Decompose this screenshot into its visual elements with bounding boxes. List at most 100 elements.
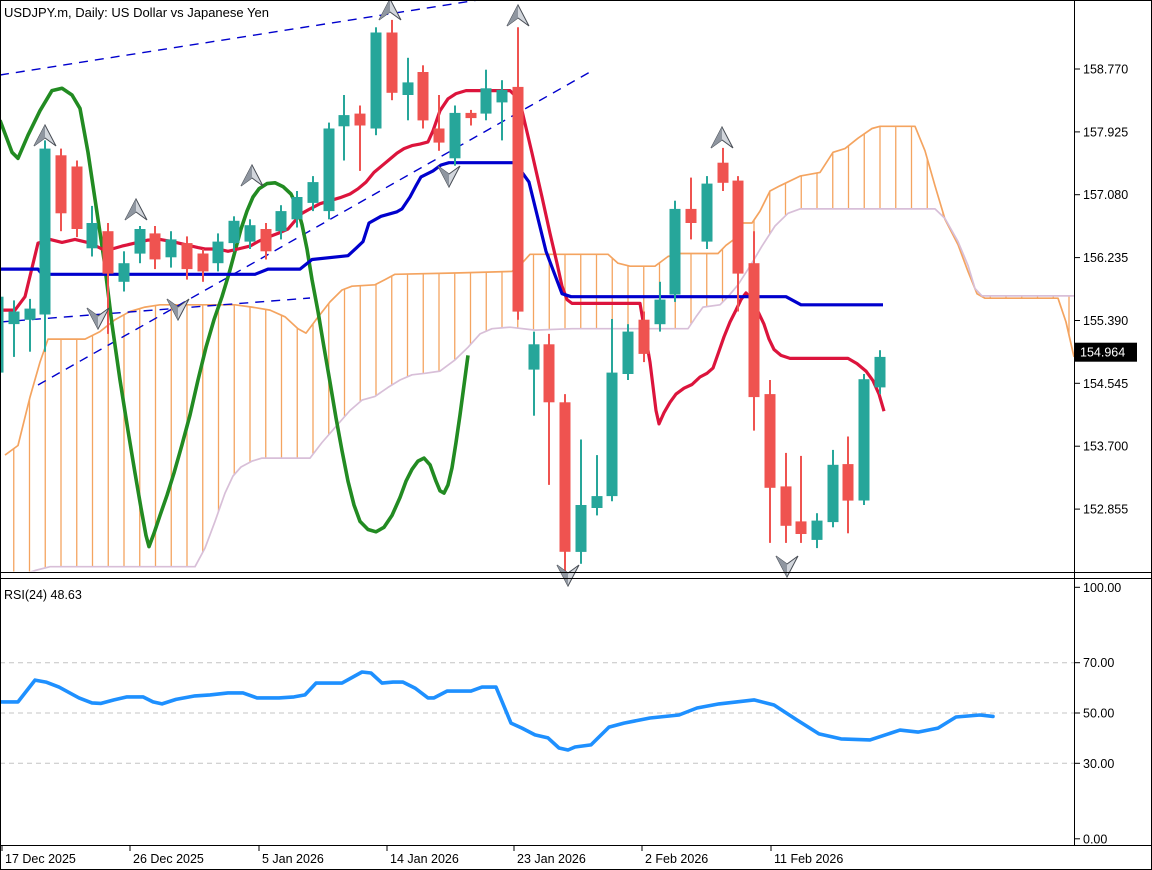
date-tick-label: 23 Jan 2026: [517, 852, 586, 866]
candle-down: [354, 113, 366, 126]
candle-up: [496, 89, 508, 103]
candle-up: [118, 263, 130, 282]
candle-up: [24, 308, 36, 320]
candle-down: [764, 394, 776, 488]
price-tick-label: 158.770: [1083, 63, 1128, 77]
candle-down: [842, 464, 854, 501]
candle-up: [228, 220, 240, 244]
candle-up: [275, 211, 287, 232]
candle-down: [748, 263, 760, 398]
candle-down: [685, 208, 697, 223]
candle-up: [307, 182, 319, 203]
signal-arrow-down-icon: [556, 564, 580, 588]
candle-down: [197, 253, 209, 272]
rsi-line: [0, 670, 995, 752]
dashed-trendline: [0, 0, 479, 76]
candle-up: [212, 241, 224, 264]
price-tick-label: 152.855: [1083, 503, 1128, 517]
current-price-badge-bg: [1075, 342, 1137, 362]
candle-up: [0, 296, 4, 373]
signal-arrow-down-icon: [437, 165, 461, 189]
date-tick-label: 11 Feb 2026: [774, 852, 843, 866]
candle-up: [165, 239, 177, 258]
candle-down: [465, 112, 477, 119]
candle-up: [338, 115, 350, 127]
rsi-tick-label: 50.00: [1083, 707, 1114, 721]
candle-down: [55, 155, 67, 214]
signal-arrow-up-icon: [378, 0, 402, 21]
signal-arrow-up-icon: [240, 163, 264, 187]
candle-up: [591, 496, 603, 508]
candle-up: [449, 112, 461, 159]
candle-up: [622, 331, 634, 374]
candle-down: [512, 86, 524, 312]
candle-down: [417, 72, 429, 121]
candle-up: [291, 197, 303, 220]
rsi-indicator-label: RSI(24) 48.63: [4, 588, 82, 602]
chikou-span-line: [0, 86, 470, 549]
candle-up: [402, 82, 414, 95]
dashed-trendline: [37, 71, 591, 386]
candle-up: [244, 225, 256, 242]
signal-arrow-up-icon: [124, 197, 148, 221]
signal-arrow-up-icon: [506, 3, 530, 27]
signal-arrow-up-icon: [33, 123, 57, 147]
rsi-tick-label: 100.00: [1083, 581, 1121, 595]
candle-down: [559, 402, 571, 552]
candle-down: [732, 180, 744, 274]
date-tick-label: 14 Jan 2026: [390, 852, 459, 866]
candle-up: [874, 356, 886, 388]
rsi-tick-label: 30.00: [1083, 757, 1114, 771]
signal-arrow-down-icon: [166, 298, 190, 322]
signal-arrow-up-icon: [710, 125, 734, 149]
chart-title: USDJPY.m, Daily: US Dollar vs Japanese Y…: [4, 5, 269, 20]
rsi-tick-label: 0.00: [1083, 832, 1107, 846]
date-tick-label: 2 Feb 2026: [645, 852, 708, 866]
price-tick-label: 155.390: [1083, 314, 1128, 328]
date-tick-label: 5 Jan 2026: [262, 852, 324, 866]
current-price-badge: 154.964: [1075, 342, 1137, 362]
price-tick-label: 153.700: [1083, 440, 1128, 454]
candle-down: [260, 229, 272, 252]
signal-arrow-down-icon: [86, 307, 110, 331]
candle-down: [433, 128, 445, 143]
date-tick-label: 26 Dec 2025: [133, 852, 204, 866]
price-tick-label: 157.080: [1083, 188, 1128, 202]
ichimoku-cloud-layer: [4, 125, 1074, 572]
candle-up: [654, 299, 666, 325]
candle-up: [858, 379, 870, 501]
candle-up: [606, 372, 618, 497]
candle-up: [811, 520, 823, 540]
candle-up: [480, 88, 492, 114]
candle-down: [780, 486, 792, 526]
candle-up: [323, 128, 335, 212]
price-tick-label: 156.235: [1083, 251, 1128, 265]
candle-up: [701, 183, 713, 242]
price-tick-label: 157.925: [1083, 125, 1128, 139]
current-price-value: 154.964: [1080, 346, 1125, 360]
rsi-layer: [0, 662, 1074, 764]
candle-up: [134, 229, 146, 254]
candle-down: [181, 243, 193, 270]
candle-down: [543, 344, 555, 403]
candle-down: [71, 166, 83, 229]
candle-up: [575, 505, 587, 552]
price-tick-label: 154.545: [1083, 377, 1128, 391]
candle-down: [795, 521, 807, 534]
candle-down: [149, 233, 161, 260]
candle-up: [86, 223, 98, 249]
candle-down: [717, 162, 729, 183]
trendline-layer: [0, 0, 591, 386]
candles-layer: [0, 19, 886, 572]
candle-up: [8, 311, 20, 325]
candle-up: [39, 148, 51, 315]
rsi-tick-label: 70.00: [1083, 656, 1114, 670]
signal-arrows-layer: [33, 0, 799, 588]
kijun-sen-line: [0, 161, 883, 307]
candle-up: [370, 32, 382, 129]
candle-up: [827, 464, 839, 523]
